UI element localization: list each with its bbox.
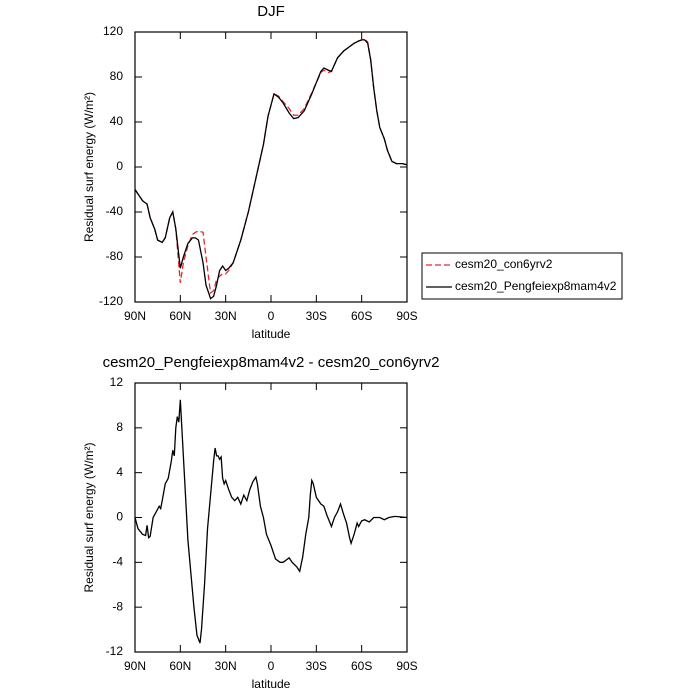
y-tick-label: -40 <box>106 204 124 218</box>
y-tick-label: -4 <box>112 555 123 569</box>
x-tick-label: 0 <box>268 659 275 673</box>
legend-label: cesm20_con6yrv2 <box>455 257 553 271</box>
y-axis-label: Residual surf energy (W/m²) <box>82 442 96 592</box>
legend-box <box>421 252 623 300</box>
y-tick-label: 80 <box>110 69 124 83</box>
y-tick-label: 120 <box>103 24 123 38</box>
x-tick-label: 90S <box>396 309 417 323</box>
y-tick-label: 40 <box>110 114 124 128</box>
x-tick-label: 60S <box>351 659 372 673</box>
x-tick-label: 0 <box>268 309 275 323</box>
y-tick-label: -120 <box>99 294 123 308</box>
y-tick-label: 12 <box>110 375 124 389</box>
x-tick-label: 30S <box>306 659 327 673</box>
y-tick-label: 8 <box>116 420 123 434</box>
y-tick-label: 0 <box>116 159 123 173</box>
x-axis-label: latitude <box>252 327 291 341</box>
x-tick-label: 60N <box>169 309 191 323</box>
x-tick-label: 90S <box>396 659 417 673</box>
plot-frame <box>134 382 408 653</box>
y-tick-label: 4 <box>116 465 123 479</box>
plot-frame <box>134 31 408 303</box>
x-tick-label: 90N <box>124 309 146 323</box>
series-line <box>135 39 407 300</box>
x-tick-label: 60N <box>169 659 191 673</box>
chart-title: cesm20_Pengfeiexp8mam4v2 - cesm20_con6yr… <box>103 354 440 371</box>
series-line <box>135 399 407 644</box>
y-axis-label: Residual surf energy (W/m²) <box>82 92 96 242</box>
x-tick-label: 30N <box>215 659 237 673</box>
legend-label: cesm20_Pengfeiexp8mam4v2 <box>455 279 617 293</box>
x-tick-label: 30S <box>306 309 327 323</box>
x-axis-label: latitude <box>252 677 291 691</box>
x-tick-label: 30N <box>215 309 237 323</box>
x-tick-label: 90N <box>124 659 146 673</box>
y-tick-label: -8 <box>112 599 123 613</box>
y-tick-label: -12 <box>106 644 124 658</box>
series-line <box>135 37 407 295</box>
chart-title: DJF <box>257 3 285 20</box>
y-tick-label: 0 <box>116 510 123 524</box>
y-tick-label: -80 <box>106 249 124 263</box>
x-tick-label: 60S <box>351 309 372 323</box>
